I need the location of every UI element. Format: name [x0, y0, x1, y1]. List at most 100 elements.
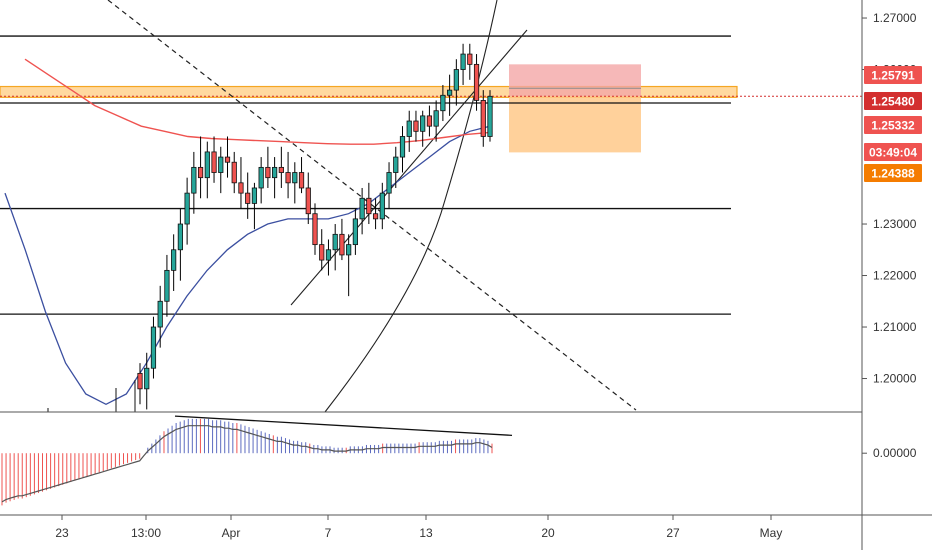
candle [245, 172, 251, 219]
time-axis[interactable]: 23 13:00 Apr 7 13 20 27 May [55, 515, 782, 540]
candle-body [298, 172, 305, 189]
candle-body [386, 172, 392, 194]
oscillator-signal-line [1, 425, 493, 503]
candle-body [346, 244, 352, 256]
slow-moving-average [24, 58, 491, 145]
entry-level-badge-bg [864, 116, 922, 134]
candle-body [197, 166, 204, 179]
resistance-zone [0, 85, 738, 98]
candle [164, 254, 170, 317]
candle [204, 141, 210, 199]
candle [359, 187, 365, 235]
candle [319, 229, 325, 271]
candle-body [352, 218, 358, 246]
price-tick-label: 1.21000 [873, 320, 917, 334]
candle-body [399, 136, 406, 158]
candle [420, 110, 426, 147]
price-tick-label: 1.20000 [873, 372, 917, 386]
candle-body [473, 63, 480, 101]
candle [453, 59, 459, 106]
candle [406, 110, 412, 152]
time-tick-label: 23 [55, 526, 69, 540]
oscillator-panel [1, 415, 513, 506]
candle [211, 136, 217, 183]
parabolic-curve [324, 0, 498, 413]
candle [157, 285, 163, 348]
candle-body [137, 372, 143, 390]
candle [258, 157, 264, 204]
candle [379, 182, 385, 230]
time-tick-label: 20 [541, 526, 555, 540]
candle-body [366, 197, 372, 215]
candle-body [238, 182, 244, 194]
candle-body [453, 69, 459, 91]
candle-body [467, 53, 473, 65]
candle [272, 157, 278, 199]
candle-body [426, 115, 433, 127]
candle-body [157, 300, 163, 328]
candle [150, 316, 157, 379]
candle-body [278, 166, 284, 173]
candle-body [204, 151, 210, 179]
candle [325, 239, 332, 276]
stop-level-badge-text: 1.25791 [871, 69, 915, 83]
candle [426, 105, 433, 137]
oscillator-divergence-line [174, 415, 513, 436]
time-tick-label: 13:00 [131, 526, 161, 540]
stop-zone [509, 64, 641, 97]
resistance-zone-rect [0, 85, 738, 98]
candle [372, 198, 379, 230]
countdown-badge: 03:49:04 [864, 143, 922, 161]
candle-body [245, 192, 251, 204]
candlesticks [47, 43, 493, 412]
stop-level-badge: 1.25791 [864, 66, 922, 84]
dashed-trendline [107, 0, 637, 411]
last-price-badge-bg [864, 92, 922, 110]
candle-body [292, 172, 298, 184]
moving-averages [4, 58, 491, 406]
candle [399, 126, 406, 173]
candle-body [393, 156, 399, 173]
candle-body [406, 120, 412, 137]
candle-body [150, 326, 157, 369]
time-tick-label: 27 [666, 526, 680, 540]
candle [251, 182, 258, 230]
price-axis[interactable]: 1.270001.260001.230001.220001.210001.200… [862, 11, 917, 460]
countdown-badge-text: 03:49:04 [869, 146, 917, 160]
candle-body [332, 233, 338, 251]
candle-body [305, 187, 311, 215]
candle [171, 234, 177, 291]
candle [144, 352, 150, 410]
candle [393, 146, 399, 188]
candle [487, 90, 493, 142]
candle-body [231, 161, 237, 184]
candle [197, 136, 204, 199]
candle-body [218, 156, 224, 173]
time-tick-label: May [760, 526, 783, 540]
candle-body [319, 244, 325, 261]
candle [184, 177, 190, 245]
time-tick-label: Apr [222, 526, 241, 540]
candle-body [251, 187, 258, 204]
candle [413, 110, 419, 142]
candle-body [224, 156, 231, 163]
position-box [509, 64, 641, 153]
candle [366, 182, 372, 225]
candle [224, 136, 231, 178]
candle [177, 208, 183, 281]
candle [386, 162, 392, 209]
target-zone [509, 96, 641, 153]
candle-body [171, 249, 177, 271]
candle [346, 234, 352, 297]
candle [298, 157, 305, 194]
candle-body [339, 233, 345, 256]
candle [137, 363, 143, 405]
candle-body [460, 53, 466, 70]
candle-body [191, 166, 197, 194]
entry-level-badge-text: 1.25332 [871, 119, 915, 133]
countdown-badge-bg [864, 143, 922, 161]
candle-body [420, 115, 426, 132]
candle [339, 218, 345, 261]
candle-body [487, 95, 493, 137]
